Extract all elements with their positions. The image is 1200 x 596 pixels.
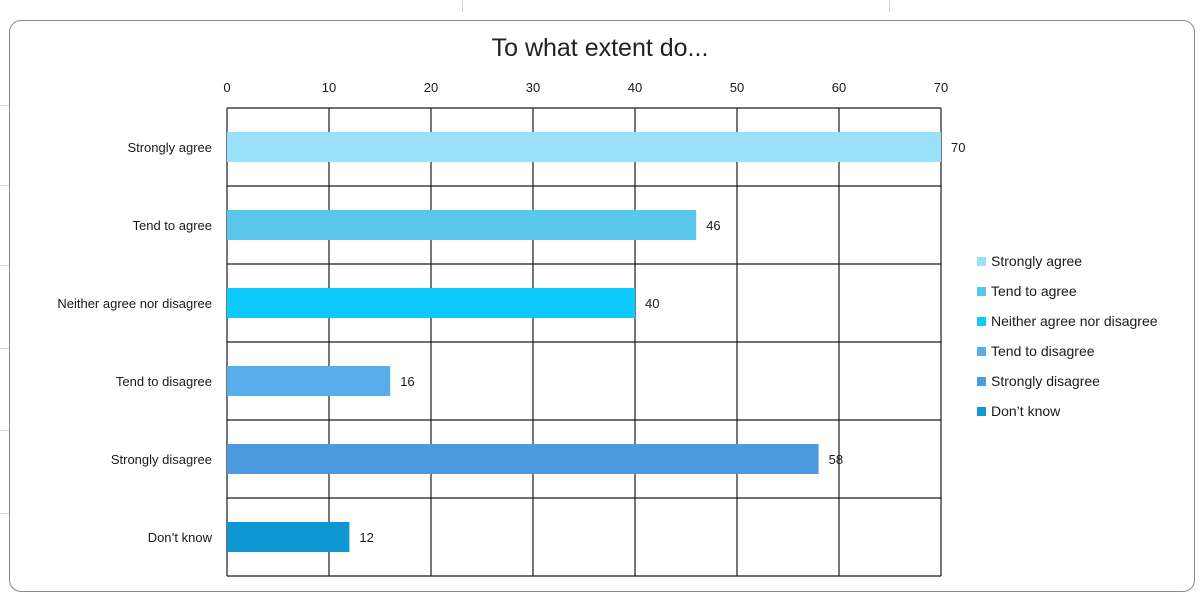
sheet-gridline [889, 0, 890, 12]
category-label: Strongly disagree [111, 452, 212, 467]
x-tick-label: 0 [223, 80, 230, 95]
sheet-gridline [0, 105, 12, 106]
data-label: 46 [706, 218, 720, 233]
x-tick-label: 50 [730, 80, 744, 95]
sheet-gridline [0, 185, 12, 186]
legend-label: Don’t know [991, 403, 1061, 419]
legend-swatch [977, 376, 986, 386]
data-label: 58 [829, 452, 843, 467]
legend-swatch [977, 406, 986, 416]
x-tick-label: 70 [934, 80, 948, 95]
sheet-gridline [462, 0, 463, 12]
sheet-gridline [0, 513, 12, 514]
x-tick-label: 20 [424, 80, 438, 95]
category-label: Neither agree nor disagree [57, 296, 212, 311]
category-label: Don’t know [148, 530, 213, 545]
sheet-gridline [0, 348, 12, 349]
legend-item[interactable]: Neither agree nor disagree [977, 306, 1192, 336]
bar [227, 288, 635, 318]
legend-item[interactable]: Tend to disagree [977, 336, 1192, 366]
legend-label: Neither agree nor disagree [991, 313, 1158, 329]
data-label: 70 [951, 140, 965, 155]
legend-item[interactable]: Strongly disagree [977, 366, 1192, 396]
legend-item[interactable]: Don’t know [977, 396, 1192, 426]
legend-swatch [977, 256, 986, 266]
data-label: 40 [645, 296, 659, 311]
legend-swatch [977, 346, 986, 356]
bar [227, 444, 819, 474]
category-label: Strongly agree [127, 140, 212, 155]
legend-label: Strongly agree [991, 253, 1083, 269]
sheet-gridline [0, 430, 12, 431]
bar [227, 132, 941, 162]
x-tick-label: 60 [832, 80, 846, 95]
sheet-gridline [0, 265, 12, 266]
legend-label: Tend to disagree [991, 343, 1095, 359]
bar [227, 522, 350, 552]
x-tick-label: 40 [628, 80, 642, 95]
legend-swatch [977, 316, 986, 326]
x-tick-label: 10 [322, 80, 336, 95]
category-label: Tend to disagree [116, 374, 212, 389]
chart-title: To what extent do... [491, 34, 709, 62]
chart-legend[interactable]: Strongly agree Tend to agree Neither agree… [977, 246, 1192, 426]
category-label: Tend to agree [132, 218, 212, 233]
bar [227, 366, 391, 396]
legend-item[interactable]: Tend to agree [977, 276, 1192, 306]
data-label: 12 [359, 530, 373, 545]
x-tick-label: 30 [526, 80, 540, 95]
data-label: 16 [400, 374, 414, 389]
legend-swatch [977, 286, 986, 296]
legend-label: Strongly disagree [991, 373, 1100, 389]
bar [227, 210, 697, 240]
legend-item[interactable]: Strongly agree [977, 246, 1192, 276]
legend-label: Tend to agree [991, 283, 1077, 299]
